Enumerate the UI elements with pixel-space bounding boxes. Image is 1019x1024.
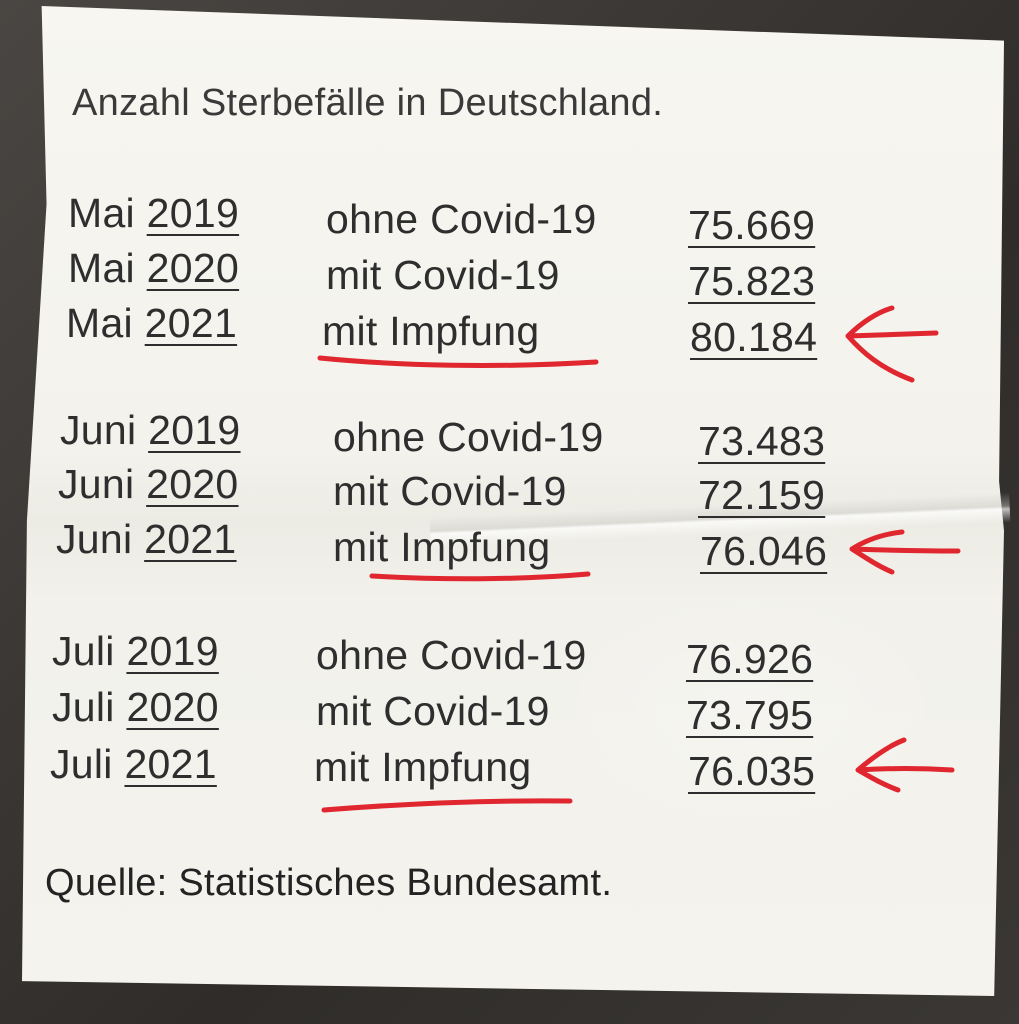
row-year: 2021 bbox=[144, 516, 237, 562]
row-label: mit Impfung bbox=[314, 744, 532, 790]
row-year: 2019 bbox=[148, 407, 241, 453]
row-value: 75.823 bbox=[688, 258, 816, 304]
note-title: Anzahl Sterbefälle in Deutschland. bbox=[72, 82, 664, 124]
row-year: 2020 bbox=[126, 684, 219, 730]
row-value: 73.483 bbox=[698, 418, 826, 464]
row-month: Juni 2021 bbox=[56, 516, 237, 562]
row-month: Juni 2020 bbox=[58, 461, 239, 507]
row-year: 2021 bbox=[124, 741, 217, 787]
row-year: 2019 bbox=[126, 628, 219, 674]
row-year: 2020 bbox=[146, 245, 240, 291]
row-year: 2019 bbox=[146, 190, 240, 236]
row-month: Juli 2021 bbox=[50, 741, 217, 787]
row-label: ohne Covid-19 bbox=[316, 632, 587, 678]
row-month: Juli 2019 bbox=[52, 628, 219, 674]
row-value: 80.184 bbox=[690, 314, 818, 360]
row-year: 2021 bbox=[144, 300, 238, 346]
row-label: mit Covid-19 bbox=[326, 252, 560, 298]
row-label: mit Impfung bbox=[322, 308, 540, 354]
row-value: 76.035 bbox=[688, 748, 816, 794]
row-month: Mai 2020 bbox=[68, 245, 240, 291]
row-label: ohne Covid-19 bbox=[333, 414, 604, 460]
row-month: Juni 2019 bbox=[60, 407, 241, 453]
row-value: 76.926 bbox=[686, 636, 814, 682]
row-month: Mai 2021 bbox=[66, 300, 238, 346]
row-label: mit Covid-19 bbox=[316, 688, 550, 734]
row-year: 2020 bbox=[146, 461, 239, 507]
source-note: Quelle: Statistisches Bundesamt. bbox=[45, 862, 613, 904]
row-month: Mai 2019 bbox=[68, 190, 240, 236]
row-value: 76.046 bbox=[700, 528, 828, 574]
row-label: ohne Covid-19 bbox=[326, 196, 597, 242]
row-month: Juli 2020 bbox=[52, 684, 219, 730]
row-value: 75.669 bbox=[688, 202, 816, 248]
row-value: 72.159 bbox=[698, 472, 826, 518]
row-label: mit Covid-19 bbox=[333, 468, 567, 514]
row-value: 73.795 bbox=[686, 692, 814, 738]
row-label: mit Impfung bbox=[333, 524, 551, 570]
